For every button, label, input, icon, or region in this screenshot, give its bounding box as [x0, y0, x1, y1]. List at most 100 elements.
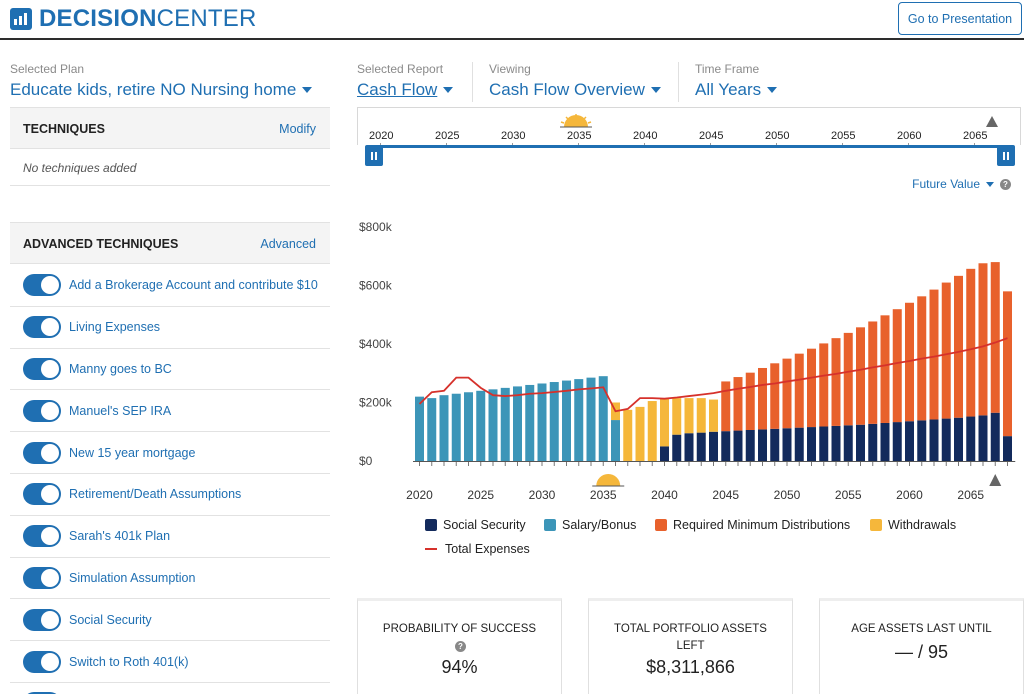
list-item: Add a Brokerage Account and contribute $…: [10, 265, 330, 307]
chart-bar-0: [966, 416, 976, 461]
x-tick-label: 2065: [957, 488, 984, 502]
chart-bar-1: [488, 389, 498, 461]
sun-icon: [560, 114, 592, 128]
chart-bar-2: [843, 332, 853, 426]
technique-label[interactable]: Simulation Assumption: [69, 570, 196, 585]
technique-label[interactable]: Retirement/Death Assumptions: [69, 487, 242, 502]
technique-toggle[interactable]: [23, 608, 61, 631]
chart-bar-0: [696, 432, 706, 461]
legend-label: Salary/Bonus: [562, 518, 637, 532]
technique-toggle[interactable]: [23, 525, 61, 548]
chart-bar-0: [733, 430, 743, 461]
modify-link[interactable]: Modify: [279, 122, 316, 136]
chart-bar-0: [660, 446, 669, 461]
technique-label[interactable]: Social Security: [69, 612, 152, 627]
technique-toggle[interactable]: [23, 566, 61, 589]
chart-bar-2: [941, 282, 951, 419]
technique-toggle[interactable]: [23, 357, 61, 380]
list-item: New 15 year mortgage: [10, 432, 330, 474]
selected-report-label: Selected Report: [357, 62, 444, 76]
divider: [472, 62, 473, 102]
technique-label[interactable]: Living Expenses: [69, 320, 161, 335]
help-icon[interactable]: ?: [1000, 178, 1011, 190]
list-item: Simulation Assumption: [10, 558, 330, 600]
chart-bar-0: [905, 421, 914, 461]
technique-label[interactable]: Manny goes to BC: [69, 361, 172, 376]
legend-swatch: [870, 519, 882, 531]
timeline-tick: [842, 143, 843, 146]
no-techniques-message: No techniques added: [10, 150, 330, 186]
chart-bar-2: [868, 321, 878, 424]
technique-toggle[interactable]: [23, 274, 61, 297]
technique-toggle[interactable]: [23, 316, 61, 339]
chart-bar-1: [500, 387, 510, 461]
legend-item-salary: Salary/Bonus: [544, 518, 636, 532]
legend-label: Withdrawals: [888, 518, 957, 532]
selected-report-dropdown[interactable]: Cash Flow: [357, 80, 454, 100]
chart-bar-2: [782, 358, 792, 429]
technique-toggle[interactable]: [23, 692, 61, 694]
legend-swatch: [544, 519, 556, 531]
chart-bar-3: [672, 398, 682, 435]
divider: [678, 62, 679, 102]
chart-bar-1: [476, 390, 486, 461]
chart-bar-2: [745, 372, 755, 430]
timeline-end-handle[interactable]: [997, 145, 1015, 166]
chart-bar-0: [868, 423, 878, 461]
technique-toggle[interactable]: [23, 399, 61, 422]
chart-bar-2: [794, 353, 804, 428]
portfolio-value: $8,311,866: [646, 657, 735, 677]
advanced-link[interactable]: Advanced: [260, 237, 316, 251]
time-frame-label: Time Frame: [695, 62, 760, 76]
chart-bar-2: [770, 363, 780, 429]
chart-bar-0: [745, 429, 755, 461]
x-tick-label: 2045: [712, 488, 739, 502]
chart-bar-2: [733, 377, 743, 431]
chart-bar-0: [1003, 436, 1012, 461]
technique-label[interactable]: Switch to Roth 401(k): [69, 654, 189, 669]
chart-bar-0: [819, 426, 829, 461]
timeline-tick: [644, 143, 645, 146]
timeline-slider[interactable]: 2020 2025 2030 2035 2040 2045 2050 2055 2060 2065: [357, 107, 1021, 167]
x-tick-label: 2060: [896, 488, 923, 502]
age-assets-last-until-card: AGE ASSETS LAST UNTIL — / 95: [819, 598, 1024, 694]
timeline-tick: [380, 143, 381, 146]
techniques-header: TECHNIQUES Modify: [10, 107, 330, 149]
y-tick-label: $0: [359, 454, 373, 468]
timeline-year-label: 2050: [765, 130, 790, 142]
timeline-start-handle[interactable]: [365, 145, 383, 166]
timeline-year-label: 2055: [831, 130, 856, 142]
technique-label[interactable]: Manuel's SEP IRA: [69, 403, 172, 418]
technique-toggle[interactable]: [23, 441, 61, 464]
chart-bar-0: [880, 422, 890, 461]
chart-bar-0: [990, 412, 1000, 461]
help-icon[interactable]: ?: [455, 641, 466, 652]
technique-label[interactable]: Add a Brokerage Account and contribute $…: [69, 278, 318, 293]
chart-bar-1: [415, 396, 424, 461]
legend-label: Social Security: [443, 518, 526, 532]
go-to-presentation-button[interactable]: Go to Presentation: [898, 2, 1022, 35]
technique-label[interactable]: Sarah's 401k Plan: [69, 529, 171, 544]
chart-bar-0: [807, 427, 816, 461]
chart-bar-1: [513, 386, 522, 461]
chart-bar-3: [660, 398, 669, 447]
x-tick-label: 2020: [406, 488, 433, 502]
legend-label: Required Minimum Distributions: [673, 518, 851, 532]
probability-of-success-card: PROBABILITY OF SUCCESS ? 94%: [357, 598, 562, 694]
advanced-techniques-list: Add a Brokerage Account and contribute $…: [10, 265, 330, 694]
list-item: Manuel's SEP IRA: [10, 390, 330, 433]
chart-bar-0: [954, 417, 963, 461]
viewing-dropdown[interactable]: Cash Flow Overview: [489, 80, 661, 100]
app-header: DECISIONCENTER Go to Presentation: [0, 0, 1024, 40]
technique-toggle[interactable]: [23, 650, 61, 673]
selected-plan-dropdown[interactable]: Educate kids, retire NO Nursing home: [10, 80, 313, 100]
technique-toggle[interactable]: [23, 483, 61, 506]
future-value-dropdown[interactable]: Future Value ?: [912, 177, 1011, 191]
time-frame-dropdown[interactable]: All Years: [695, 80, 778, 100]
chart-bar-1: [549, 382, 559, 461]
technique-label[interactable]: New 15 year mortgage: [69, 445, 196, 460]
age-label: AGE ASSETS LAST UNTIL: [851, 623, 992, 635]
total-expenses-line: [418, 337, 1008, 413]
probability-value: 94%: [441, 657, 478, 677]
timeline-tick: [710, 143, 711, 146]
